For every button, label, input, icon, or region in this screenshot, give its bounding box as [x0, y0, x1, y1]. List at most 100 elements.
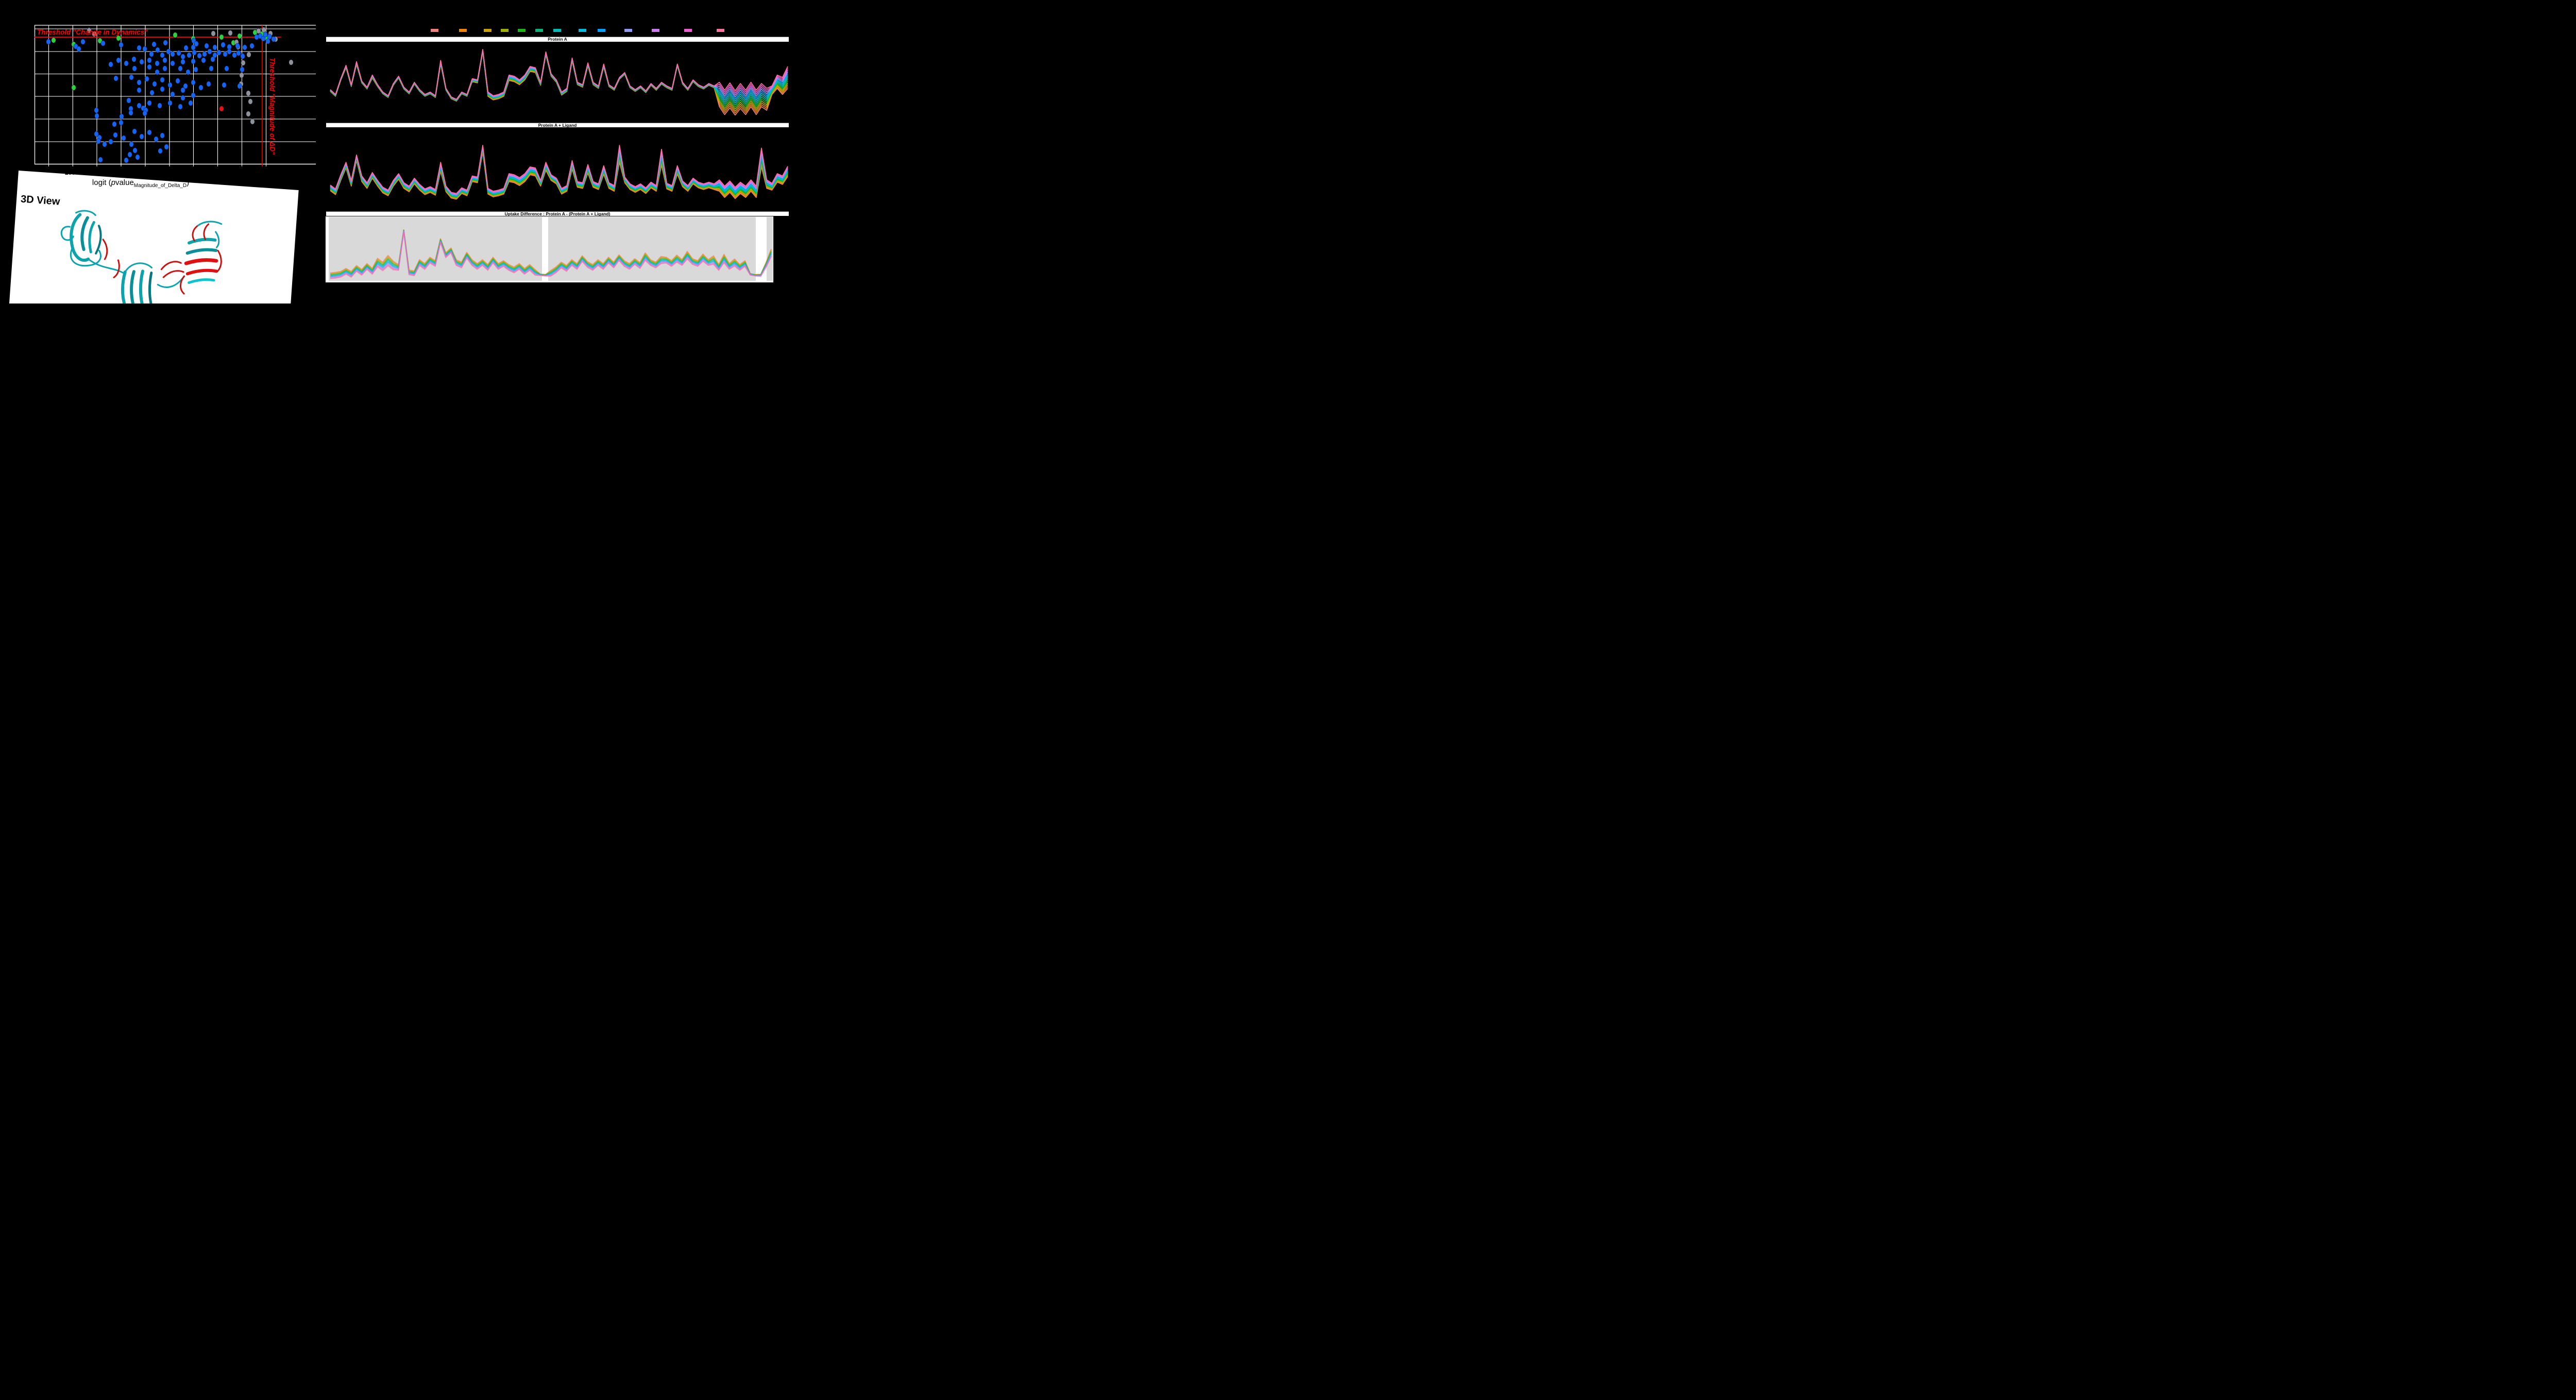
- volcano-point[interactable]: [236, 50, 241, 56]
- volcano-point[interactable]: [71, 85, 76, 91]
- volcano-point[interactable]: [94, 131, 99, 137]
- volcano-point[interactable]: [118, 42, 124, 48]
- volcano-point[interactable]: [204, 43, 209, 49]
- volcano-point[interactable]: [219, 106, 224, 112]
- volcano-point[interactable]: [227, 48, 232, 55]
- legend-swatch[interactable]: [518, 29, 526, 32]
- volcano-point[interactable]: [142, 46, 147, 52]
- volcano-point[interactable]: [137, 45, 142, 51]
- volcano-point[interactable]: [222, 82, 227, 88]
- legend-swatch[interactable]: [431, 29, 438, 32]
- volcano-point[interactable]: [191, 92, 196, 98]
- volcano-point[interactable]: [160, 86, 165, 92]
- volcano-point[interactable]: [113, 132, 118, 138]
- volcano-point[interactable]: [166, 48, 171, 55]
- uptake-difference-chart[interactable]: [325, 216, 773, 282]
- volcano-point[interactable]: [216, 49, 222, 56]
- volcano-point[interactable]: [92, 31, 97, 37]
- volcano-point[interactable]: [164, 144, 169, 150]
- volcano-point[interactable]: [129, 74, 134, 80]
- volcano-point[interactable]: [80, 39, 86, 45]
- volcano-plot[interactable]: [33, 23, 316, 166]
- volcano-point[interactable]: [170, 91, 175, 97]
- volcano-point[interactable]: [183, 45, 189, 51]
- volcano-point[interactable]: [116, 57, 121, 63]
- volcano-point[interactable]: [155, 69, 160, 75]
- volcano-point[interactable]: [98, 157, 103, 163]
- volcano-point[interactable]: [256, 28, 261, 34]
- volcano-point[interactable]: [132, 147, 138, 154]
- volcano-point[interactable]: [180, 95, 185, 101]
- volcano-point[interactable]: [198, 85, 204, 91]
- volcano-point[interactable]: [242, 44, 247, 50]
- volcano-point[interactable]: [137, 79, 142, 86]
- volcano-point[interactable]: [121, 135, 126, 141]
- volcano-point[interactable]: [261, 36, 266, 42]
- volcano-point[interactable]: [162, 57, 167, 63]
- volcano-point[interactable]: [118, 120, 124, 126]
- volcano-point[interactable]: [144, 76, 149, 82]
- volcano-point[interactable]: [246, 90, 251, 96]
- volcano-point[interactable]: [237, 33, 242, 39]
- volcano-point[interactable]: [112, 121, 117, 127]
- volcano-point[interactable]: [235, 43, 240, 49]
- legend-swatch[interactable]: [501, 29, 509, 32]
- volcano-point[interactable]: [178, 104, 183, 110]
- volcano-point[interactable]: [228, 30, 233, 36]
- volcano-point[interactable]: [206, 81, 211, 87]
- volcano-point[interactable]: [155, 47, 160, 53]
- volcano-point[interactable]: [202, 51, 207, 57]
- volcano-point[interactable]: [263, 31, 268, 38]
- volcano-point[interactable]: [180, 59, 185, 65]
- volcano-point[interactable]: [126, 97, 131, 104]
- volcano-point[interactable]: [239, 72, 244, 78]
- volcano-point[interactable]: [108, 139, 113, 145]
- volcano-point[interactable]: [139, 133, 144, 140]
- volcano-point[interactable]: [137, 103, 142, 109]
- volcano-point[interactable]: [124, 60, 129, 66]
- volcano-point[interactable]: [221, 42, 226, 48]
- volcano-point[interactable]: [119, 113, 124, 120]
- volcano-point[interactable]: [249, 43, 255, 49]
- volcano-point[interactable]: [163, 40, 168, 46]
- legend-swatch[interactable]: [684, 29, 692, 32]
- volcano-point[interactable]: [129, 141, 134, 147]
- legend-swatch[interactable]: [579, 29, 586, 32]
- volcano-point[interactable]: [100, 40, 106, 46]
- volcano-point[interactable]: [246, 52, 251, 58]
- volcano-point[interactable]: [185, 69, 191, 75]
- volcano-point[interactable]: [131, 56, 137, 62]
- volcano-point[interactable]: [178, 65, 183, 72]
- volcano-point[interactable]: [197, 53, 202, 59]
- volcano-point[interactable]: [154, 136, 159, 142]
- volcano-point[interactable]: [191, 44, 196, 50]
- volcano-point[interactable]: [289, 59, 294, 65]
- volcano-point[interactable]: [151, 41, 157, 47]
- volcano-point[interactable]: [132, 65, 137, 72]
- volcano-point[interactable]: [191, 79, 196, 86]
- volcano-point[interactable]: [246, 111, 251, 117]
- volcano-point[interactable]: [139, 59, 144, 65]
- volcano-point[interactable]: [192, 49, 197, 56]
- volcano-point[interactable]: [193, 66, 198, 73]
- volcano-point[interactable]: [147, 100, 152, 106]
- legend-swatch[interactable]: [652, 29, 659, 32]
- volcano-point[interactable]: [147, 129, 152, 136]
- legend-swatch[interactable]: [553, 29, 561, 32]
- volcano-point[interactable]: [147, 57, 152, 63]
- volcano-point[interactable]: [127, 151, 132, 158]
- volcano-point[interactable]: [128, 110, 133, 116]
- volcano-point[interactable]: [149, 51, 154, 57]
- volcano-point[interactable]: [108, 61, 113, 68]
- volcano-point[interactable]: [149, 90, 155, 96]
- volcano-point[interactable]: [116, 35, 121, 41]
- volcano-point[interactable]: [170, 51, 175, 57]
- volcano-point[interactable]: [160, 52, 165, 58]
- volcano-point[interactable]: [155, 60, 160, 66]
- volcano-point[interactable]: [209, 65, 214, 72]
- volcano-point[interactable]: [135, 154, 140, 160]
- volcano-point[interactable]: [96, 138, 101, 144]
- volcano-point[interactable]: [191, 58, 196, 64]
- volcano-point[interactable]: [160, 132, 165, 139]
- volcano-point[interactable]: [187, 52, 192, 58]
